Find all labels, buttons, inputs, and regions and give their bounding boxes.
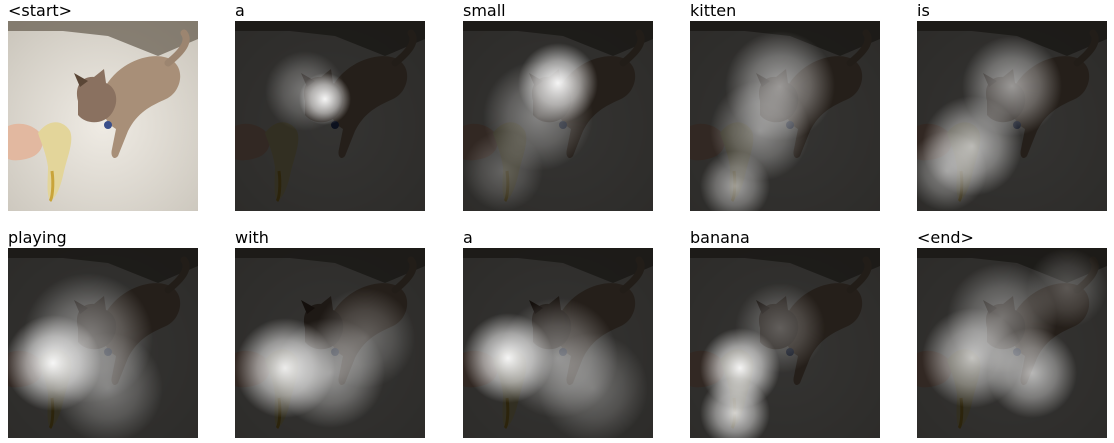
- wall-corner: [8, 21, 198, 56]
- attention-spot: [315, 288, 415, 388]
- kitten-head: [76, 69, 117, 123]
- attention-spot: [917, 131, 987, 211]
- attention-map-image: [917, 248, 1107, 438]
- attention-map-image: [463, 248, 653, 438]
- attention-spot: [538, 333, 648, 438]
- kitten-collar: [104, 121, 112, 129]
- word-label: <end>: [917, 228, 988, 248]
- word-label: a: [463, 228, 487, 248]
- attention-map-image: [917, 21, 1107, 211]
- attention-panel: is: [917, 1, 1107, 211]
- attention-map-image: [8, 248, 198, 438]
- attention-spot: [1027, 248, 1107, 328]
- attention-map-image: [235, 21, 425, 211]
- attention-panel: <end>: [917, 228, 1107, 438]
- attention-panel: a: [463, 228, 653, 438]
- word-label: small: [463, 1, 520, 21]
- attention-spot: [53, 333, 163, 438]
- source-image: [8, 21, 198, 211]
- word-label: kitten: [690, 1, 751, 21]
- kitten-tail: [164, 29, 190, 67]
- word-label: is: [917, 1, 944, 21]
- kitten-body: [102, 56, 181, 159]
- attention-map-image: [690, 248, 880, 438]
- attention-panel: with: [235, 228, 425, 438]
- hand: [8, 123, 43, 161]
- attention-spot: [700, 378, 770, 438]
- word-label: playing: [8, 228, 81, 248]
- word-label: with: [235, 228, 283, 248]
- attention-spot: [700, 151, 770, 211]
- word-label: a: [235, 1, 259, 21]
- attention-map-image: [463, 21, 653, 211]
- attention-spot: [463, 131, 543, 211]
- word-label: <start>: [8, 1, 87, 21]
- attention-spot: [265, 51, 345, 131]
- attention-panel: small: [463, 1, 653, 211]
- attention-panel: banana: [690, 228, 880, 438]
- attention-panel: kitten: [690, 1, 880, 211]
- banana: [38, 122, 72, 201]
- kitten-ear: [74, 73, 88, 87]
- attention-panel: a: [235, 1, 425, 211]
- banana-peel: [48, 170, 55, 203]
- attention-spot: [735, 283, 825, 373]
- attention-panel: <start>: [8, 1, 198, 211]
- word-label: banana: [690, 228, 764, 248]
- attention-panel: playing: [8, 228, 198, 438]
- attention-map-image: [690, 21, 880, 211]
- attention-map-image: [235, 248, 425, 438]
